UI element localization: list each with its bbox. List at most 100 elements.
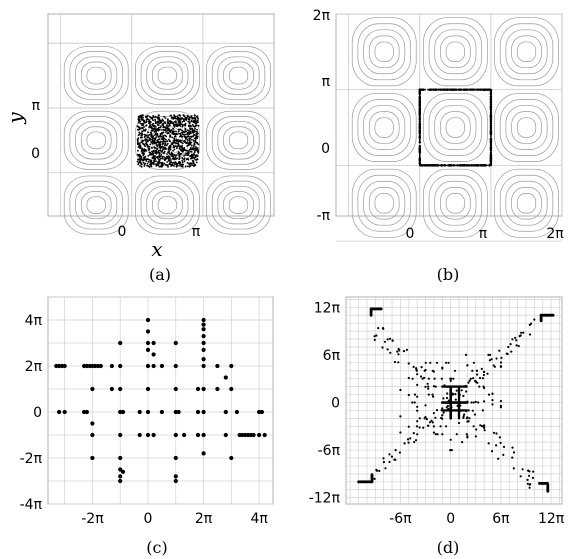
panel-d-point xyxy=(430,419,433,422)
panel-c-point xyxy=(201,432,206,438)
panel-d-point xyxy=(445,361,448,364)
panel-d-point xyxy=(474,400,477,403)
panel-d-point xyxy=(423,369,426,372)
panel-a-point xyxy=(140,166,143,168)
panel-d-point xyxy=(546,482,550,486)
panel-a-point xyxy=(136,160,139,163)
panel-d-point xyxy=(457,421,461,425)
panel-a-point xyxy=(161,156,164,158)
panel-d-point xyxy=(491,392,494,395)
panel-c-point xyxy=(173,340,178,346)
panel-c-point xyxy=(137,409,142,415)
panel-a-point xyxy=(144,138,147,141)
panel-a-point xyxy=(187,115,190,118)
panel-a-point xyxy=(143,165,146,167)
panel-c-point xyxy=(151,340,156,346)
panel-a-point xyxy=(194,137,196,140)
panel-d-point xyxy=(416,395,419,398)
panel-a-point xyxy=(139,115,141,117)
panel-a-point xyxy=(194,127,197,130)
panel-c-point xyxy=(90,421,95,426)
panel-a-point xyxy=(165,138,167,141)
panel-d-point xyxy=(528,333,532,336)
panel-d-point xyxy=(451,392,454,395)
panel-d-point xyxy=(469,377,472,380)
panel-a-point xyxy=(190,144,193,147)
panel-b-contour-8 xyxy=(368,111,400,144)
panel-c-point xyxy=(201,317,206,323)
panel-a-point xyxy=(177,130,180,133)
panel-a-point xyxy=(174,161,177,163)
panel-c-point xyxy=(173,363,178,369)
panel-a-point xyxy=(158,156,161,159)
panel-a-point xyxy=(158,159,161,162)
panel-a-point xyxy=(194,141,197,144)
panel-a-point xyxy=(183,160,186,163)
panel-d-point xyxy=(528,486,531,489)
panel-a-point xyxy=(159,145,162,147)
panel-b-contour-39 xyxy=(516,117,537,138)
panel-d-point xyxy=(386,338,389,341)
panel-a-point xyxy=(196,147,199,150)
panel-b-contour-24 xyxy=(445,117,465,138)
panel-d-ytick-1: -6π xyxy=(318,443,341,459)
panel-a-point xyxy=(173,141,176,144)
panel-a-point xyxy=(141,130,144,133)
panel-d-point xyxy=(382,327,385,330)
panel-a-point xyxy=(167,127,170,130)
panel-d-point xyxy=(428,421,431,424)
panel-a-point xyxy=(179,134,182,137)
panel-a-point xyxy=(165,140,168,143)
caption-c: (c) xyxy=(146,538,167,557)
panel-a-point xyxy=(183,158,186,161)
panel-a-point xyxy=(145,124,148,127)
panel-a-point xyxy=(168,123,171,125)
panel-c-ytick-1: -2π xyxy=(20,451,43,467)
panel-a-point xyxy=(144,142,147,145)
panel-a-point xyxy=(197,151,200,154)
panel-d-point xyxy=(514,336,517,339)
panel-a-point xyxy=(191,159,194,162)
panel-c-point xyxy=(57,409,62,415)
panel-a-point xyxy=(159,126,162,129)
panel-b-ytick-2pi: 2π xyxy=(313,8,331,24)
panel-a-point xyxy=(158,143,161,146)
panel-a-point xyxy=(182,130,185,133)
panel-b-contour-3 xyxy=(368,186,400,220)
panel-a-point xyxy=(186,117,188,119)
panel-d-point xyxy=(533,318,536,321)
panel-a-point xyxy=(176,133,178,136)
panel-d-point xyxy=(470,401,473,404)
panel-a-point xyxy=(137,118,140,120)
panel-d-point xyxy=(475,428,478,431)
panel-a-point xyxy=(191,130,194,132)
panel-a-point xyxy=(191,117,194,119)
panel-d-point xyxy=(492,431,496,434)
panel-d-point xyxy=(384,467,387,470)
panel-a-contour-35 xyxy=(206,110,271,170)
panel-a-point xyxy=(146,162,149,165)
panel-a-point xyxy=(192,156,195,159)
panel-d-point xyxy=(445,425,448,428)
panel-d-point xyxy=(510,350,513,353)
panel-a-point xyxy=(173,153,176,156)
panel-a-point xyxy=(191,120,193,123)
panel-a-point xyxy=(196,154,198,157)
panel-a-point xyxy=(136,125,139,128)
panel-a-point xyxy=(178,157,181,160)
panel-a-point xyxy=(176,140,178,143)
panel-a-point xyxy=(175,130,177,133)
panel-d-point xyxy=(539,314,543,318)
panel-a-point xyxy=(164,134,167,137)
panel-c-point xyxy=(201,340,206,346)
panel-a-point xyxy=(156,139,159,142)
panel-a-point xyxy=(172,146,175,149)
panel-a-contour-17 xyxy=(146,185,189,225)
panel-a-point xyxy=(160,135,162,138)
panel-a-contour-27 xyxy=(146,56,189,95)
panel-c-point xyxy=(195,432,201,438)
panel-d-point xyxy=(499,361,503,364)
panel-a-point xyxy=(162,126,165,129)
panel-a-xtick-0: 0 xyxy=(118,224,127,240)
panel-a-point xyxy=(186,149,189,152)
